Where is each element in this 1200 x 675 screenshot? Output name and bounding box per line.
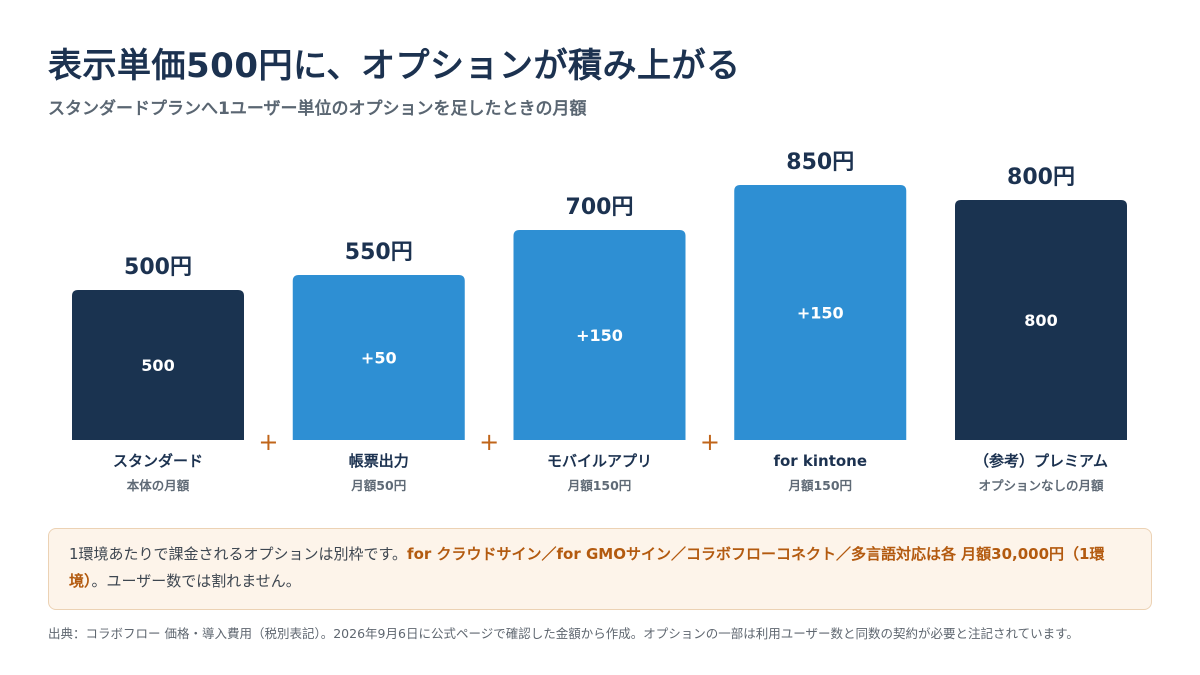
note-box: 1環境あたりで課金されるオプションは別枠です。for クラウドサイン／for G… bbox=[48, 528, 1152, 610]
bar-total-label-1: 550円 bbox=[345, 240, 413, 265]
note-highlight: for クラウドサイン／for GMOサイン／コラボフローコネクト／多言語対応は… bbox=[69, 545, 1105, 590]
page-subtitle: スタンダードプランへ1ユーザー単位のオプションを足したときの月額 bbox=[48, 99, 587, 119]
page-title: 表示単価500円に、オプションが積み上がる bbox=[48, 46, 741, 86]
category-label-3: for kintone bbox=[773, 452, 867, 470]
category-sublabel-1: 月額50円 bbox=[350, 478, 406, 493]
category-sublabel-3: 月額150円 bbox=[787, 478, 852, 493]
bar-inner-label-2: +150 bbox=[576, 326, 623, 345]
bar-3 bbox=[734, 185, 907, 440]
bar-inner-label-4: 800 bbox=[1024, 311, 1057, 330]
category-sublabel-0: 本体の月額 bbox=[127, 478, 190, 493]
bar-1 bbox=[292, 275, 465, 440]
plus-sign-0: + bbox=[258, 428, 278, 456]
bar-inner-label-0: 500 bbox=[141, 356, 174, 375]
source-note: 出典：コラボフロー 価格・導入費用（税別表記）。2026年9月6日に公式ページで… bbox=[48, 626, 1079, 641]
category-sublabel-4: オプションなしの月額 bbox=[978, 478, 1104, 493]
bar-total-label-2: 700円 bbox=[566, 195, 634, 220]
bar-total-label-0: 500円 bbox=[124, 255, 192, 280]
bar-0 bbox=[72, 290, 244, 440]
note-text-end: 。ユーザー数では割れません。 bbox=[91, 572, 301, 590]
category-label-4: （参考）プレミアム bbox=[974, 452, 1108, 470]
category-label-2: モバイルアプリ bbox=[547, 452, 652, 470]
plus-sign-1: + bbox=[479, 428, 499, 456]
bar-total-label-4: 800円 bbox=[1007, 165, 1075, 190]
note-text: 1環境あたりで課金されるオプションは別枠です。 bbox=[69, 545, 408, 563]
bar-4 bbox=[955, 200, 1127, 440]
category-label-0: スタンダード bbox=[113, 452, 203, 470]
plus-sign-2: + bbox=[700, 428, 720, 456]
category-label-1: 帳票出力 bbox=[349, 452, 409, 470]
bar-2 bbox=[513, 230, 686, 440]
category-sublabel-2: 月額150円 bbox=[567, 478, 632, 493]
bar-total-label-3: 850円 bbox=[786, 150, 854, 175]
bar-inner-label-3: +150 bbox=[797, 304, 844, 323]
bar-inner-label-1: +50 bbox=[361, 349, 397, 368]
